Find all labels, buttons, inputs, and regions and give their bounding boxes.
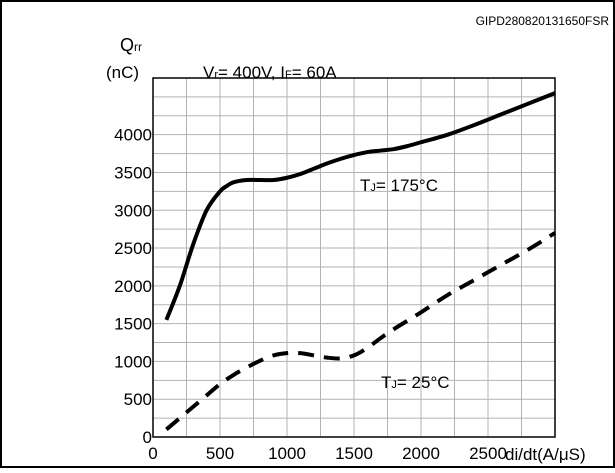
vr-value: = 400V, — [218, 63, 280, 82]
y-tick-label: 4000 — [114, 126, 152, 145]
x-tick-label: 500 — [206, 444, 234, 463]
y-axis-label-main: Q — [120, 35, 134, 55]
y-tick-label: 2500 — [114, 239, 152, 258]
y-tick-label: 3500 — [114, 163, 152, 182]
x-tick-label: 0 — [148, 444, 157, 463]
x-axis-label: di/dt(A/μS) — [505, 445, 586, 464]
y-tick-label: 1500 — [114, 315, 152, 334]
series-label-175c: TJ= 175°C — [360, 176, 438, 195]
series-label-25c: TJ= 25°C — [381, 373, 450, 392]
series-label-25c-value: = 25°C — [397, 373, 450, 392]
y-tick-label: 1000 — [114, 352, 152, 371]
series-line-tj-25c — [165, 231, 557, 431]
if-subscript: F — [285, 69, 292, 81]
y-tick-label: 0 — [143, 428, 152, 447]
x-tick-label: 1000 — [268, 444, 306, 463]
series-label-25c-sub: J — [391, 379, 397, 391]
series-label-175c-symbol: T — [360, 176, 370, 195]
vr-symbol: V — [203, 63, 215, 82]
test-conditions: Vr= 400V, IF= 60A — [203, 63, 337, 82]
x-tick-label: 1500 — [335, 444, 373, 463]
vr-subscript: r — [214, 69, 218, 81]
figure-code: GIPD280820131650FSR — [476, 14, 610, 28]
plot-frame — [152, 77, 556, 438]
y-axis-label: Qrr — [120, 35, 142, 55]
y-tick-label: 3000 — [114, 201, 152, 220]
y-axis-label-sub: rr — [134, 40, 142, 54]
if-value: = 60A — [292, 63, 338, 82]
if-symbol: I — [280, 63, 285, 82]
x-tick-label: 2500 — [469, 444, 507, 463]
series-layer — [164, 91, 557, 431]
y-tick-label: 2000 — [114, 277, 152, 296]
y-axis-unit: (nC) — [106, 63, 139, 82]
grid — [153, 78, 555, 437]
series-label-25c-symbol: T — [381, 373, 391, 392]
series-label-175c-value: = 175°C — [376, 176, 438, 195]
x-tick-label: 2000 — [402, 444, 440, 463]
series-line-tj-175c — [164, 91, 556, 321]
tick-labels: 0 500 1000 1500 2000 2500 0 500 1000 1500 2000 2500… — [114, 126, 507, 463]
series-label-175c-sub: J — [370, 182, 376, 194]
y-tick-label: 500 — [124, 390, 152, 409]
